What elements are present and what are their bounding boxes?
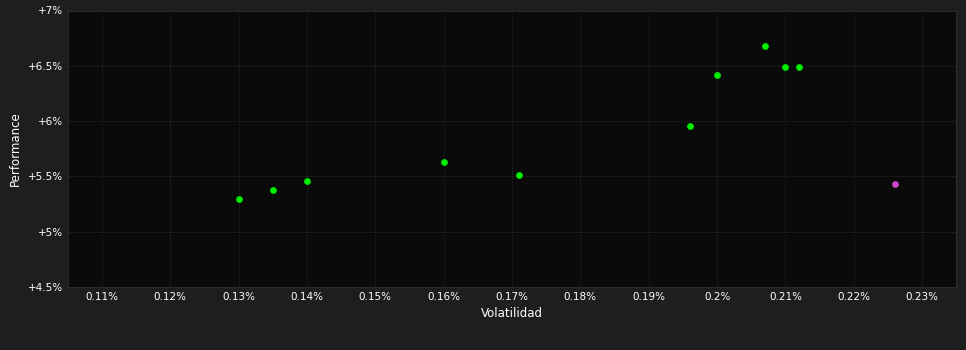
Point bbox=[511, 173, 526, 178]
Point bbox=[791, 64, 807, 70]
Point bbox=[299, 178, 315, 184]
Y-axis label: Performance: Performance bbox=[9, 111, 22, 186]
Point bbox=[682, 123, 697, 128]
Point bbox=[757, 43, 773, 49]
Point bbox=[265, 187, 280, 192]
Point bbox=[436, 159, 451, 165]
Point bbox=[709, 72, 724, 77]
Point bbox=[231, 196, 246, 201]
Point bbox=[887, 181, 902, 187]
Point bbox=[778, 64, 793, 70]
X-axis label: Volatilidad: Volatilidad bbox=[481, 307, 543, 320]
